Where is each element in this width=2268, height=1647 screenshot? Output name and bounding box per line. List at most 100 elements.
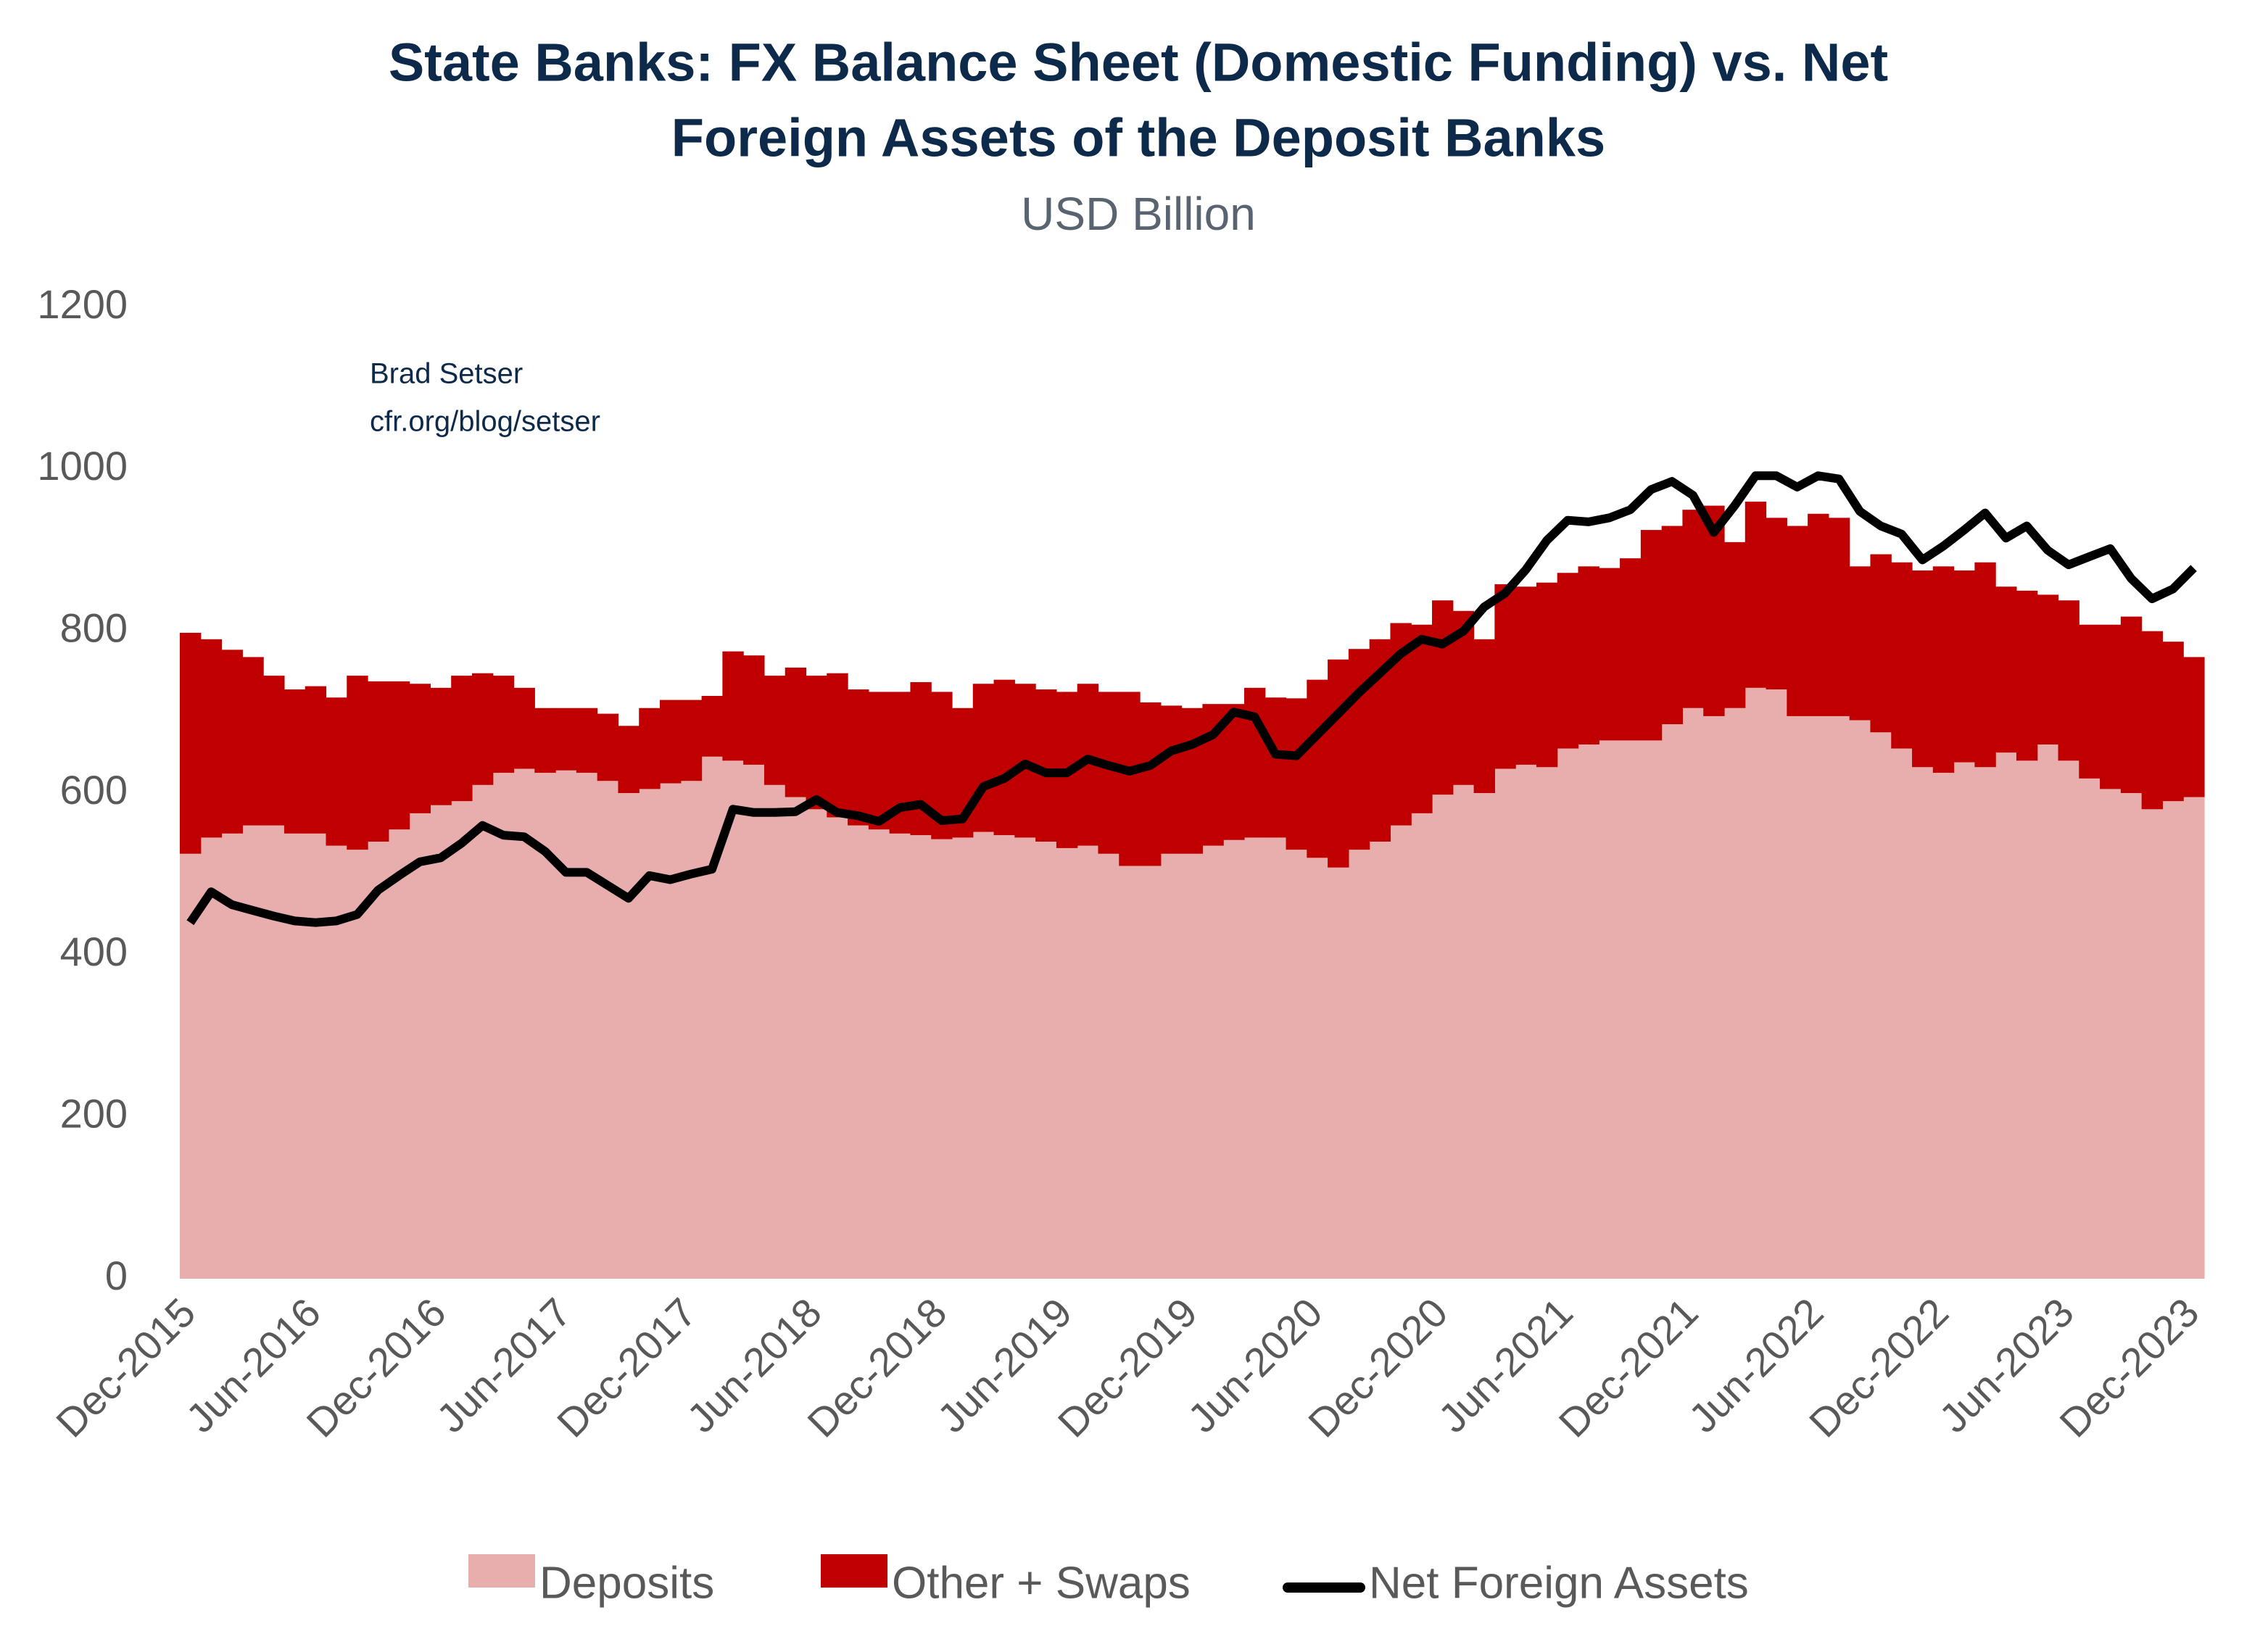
bar-segment	[305, 833, 327, 1279]
bar-segment	[1160, 853, 1183, 1279]
legend-label: Net Foreign Assets	[1369, 1558, 1749, 1608]
legend-item: Other + Swaps	[821, 1554, 1191, 1608]
bar-segment	[1098, 692, 1119, 854]
bar-segment	[1265, 697, 1287, 838]
bar-segment	[1098, 853, 1119, 1279]
bar-segment	[1682, 708, 1704, 1279]
bar-segment	[806, 676, 827, 810]
bar-segment	[972, 831, 995, 1279]
legend-item: Net Foreign Assets	[1283, 1558, 1749, 1608]
y-tick-label: 400	[60, 929, 128, 974]
bar-segment	[1723, 542, 1746, 708]
bar-segment	[993, 835, 1015, 1279]
bar-segment	[1473, 793, 1495, 1279]
bar-segment	[1953, 570, 1975, 763]
bar-segment	[2058, 760, 2079, 1279]
bar-segment	[1787, 715, 1808, 1279]
bar-segment	[1974, 767, 1996, 1279]
bar-segment	[1307, 858, 1328, 1279]
bar-segment	[1932, 773, 1955, 1279]
bar-segment	[430, 805, 452, 1279]
bar-segment	[1870, 554, 1892, 733]
bar-segment	[471, 673, 494, 785]
bar-segment	[492, 773, 515, 1279]
bar-segment	[1828, 715, 1850, 1279]
bar-segment	[1953, 762, 1975, 1279]
bar-segment	[180, 632, 202, 854]
bar-segment	[680, 700, 703, 781]
bar-segment	[1160, 705, 1183, 854]
bar-segment	[1223, 704, 1245, 840]
bar-segment	[409, 684, 431, 813]
bar-segment	[2162, 642, 2184, 802]
bar-segment	[1536, 767, 1558, 1279]
bar-segment	[451, 801, 473, 1279]
bar-segment	[555, 770, 577, 1279]
bar-segment	[284, 689, 306, 834]
bar-segment	[763, 676, 786, 785]
legend-swatch	[468, 1554, 535, 1588]
bar-segment	[1703, 505, 1725, 716]
bar-segment	[1119, 692, 1141, 866]
bar-segment	[1578, 566, 1599, 744]
bar-segment	[200, 639, 223, 838]
y-tick-label: 600	[60, 767, 128, 813]
bar-segment	[1369, 842, 1391, 1279]
bar-segment	[2037, 744, 2059, 1279]
bar-segment	[2100, 789, 2122, 1279]
bar-segment	[430, 687, 452, 805]
bar-segment	[868, 829, 890, 1279]
bar-segment	[2141, 631, 2164, 810]
bar-segment	[326, 697, 347, 846]
bar-segment	[1620, 558, 1642, 741]
bar-segment	[1870, 732, 1892, 1279]
bar-segment	[1536, 582, 1558, 768]
legend-item: Deposits	[468, 1554, 714, 1608]
bar-segment	[2183, 797, 2205, 1279]
bar-segment	[1661, 724, 1684, 1279]
bar-segment	[1494, 768, 1516, 1279]
bar-segment	[347, 850, 368, 1279]
bar-segment	[1578, 744, 1599, 1279]
bar-segment	[368, 681, 389, 842]
bar-segment	[263, 676, 285, 826]
bar-segment	[2183, 657, 2205, 797]
bar-segment	[1014, 837, 1036, 1279]
line	[186, 471, 2197, 927]
bar-segment	[242, 825, 264, 1279]
bar-segment	[1766, 689, 1787, 1279]
bar-segment	[1286, 698, 1307, 850]
bar-segment	[660, 783, 682, 1279]
bar-segment	[492, 676, 515, 773]
bar-segment	[347, 676, 368, 850]
bar-segment	[1348, 649, 1370, 850]
bar-segment	[1808, 715, 1829, 1279]
bar-segment	[1348, 850, 1370, 1279]
y-tick-label: 1000	[37, 443, 128, 489]
bar-segment	[1452, 784, 1475, 1279]
bar-segment	[2016, 590, 2038, 761]
bar-segment	[1432, 795, 1454, 1279]
bar-segment	[722, 760, 744, 1279]
bar-segment	[1557, 748, 1579, 1279]
bar-segment	[513, 687, 535, 769]
bar-segment	[388, 681, 410, 830]
bar-segment	[242, 657, 264, 826]
bar-segment	[326, 845, 347, 1279]
bar-segment	[409, 813, 431, 1279]
bar-segment	[2058, 600, 2079, 761]
y-tick-label: 200	[60, 1090, 128, 1136]
bar-segment	[513, 768, 535, 1279]
bar-segment	[1620, 740, 1642, 1279]
bar-segment	[1932, 566, 1955, 773]
bar-segment	[2037, 594, 2059, 744]
bar-segment	[1473, 639, 1495, 793]
bar-segment	[1891, 562, 1913, 749]
bar-segment	[1745, 502, 1767, 688]
bar-segment	[221, 650, 243, 834]
bar-segment	[200, 837, 223, 1279]
bar-segment	[1243, 837, 1266, 1279]
bar-segment	[1557, 573, 1579, 749]
